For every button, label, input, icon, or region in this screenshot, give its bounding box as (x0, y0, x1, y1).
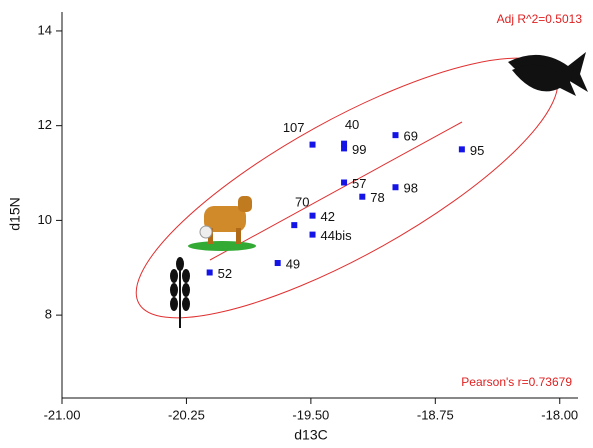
y-axis-title: d15N (7, 197, 23, 230)
data-point (310, 213, 316, 219)
point-label: 70 (295, 195, 309, 210)
point-label: 52 (218, 266, 232, 281)
point-label: 98 (403, 181, 417, 196)
x-tick-label: -18.00 (541, 407, 578, 422)
y-tick-label: 8 (45, 307, 52, 322)
point-label: 49 (286, 256, 300, 271)
data-point (392, 132, 398, 138)
data-point (459, 146, 465, 152)
annotation: Adj R^2=0.5013 (497, 12, 583, 26)
x-tick-label: -20.25 (168, 407, 205, 422)
data-point (310, 142, 316, 148)
point-label: 69 (403, 129, 417, 144)
cow-icon (188, 196, 256, 251)
x-tick-label: -19.50 (292, 407, 329, 422)
data-point (275, 260, 281, 266)
point-label: 57 (352, 176, 366, 191)
point-label: 95 (470, 143, 484, 158)
fish-icon (508, 52, 588, 96)
x-axis-title: d13C (294, 427, 327, 443)
data-point (310, 232, 316, 238)
point-label: 107 (283, 120, 305, 135)
data-point (291, 222, 297, 228)
data-point (341, 180, 347, 186)
x-tick-label: -18.75 (417, 407, 454, 422)
data-point (359, 194, 365, 200)
data-point (341, 145, 347, 151)
x-tick-label: -21.00 (44, 407, 81, 422)
chart: Adj R^2=0.5013 Pearson's r=0.73679 d13C … (0, 0, 593, 448)
point-label: 99 (352, 142, 366, 157)
point-label: 42 (321, 209, 335, 224)
point-label: 40 (345, 117, 359, 132)
point-label: 44bis (321, 228, 353, 243)
point-label: 78 (370, 190, 384, 205)
y-tick-label: 12 (38, 117, 52, 132)
y-tick-label: 10 (38, 212, 52, 227)
annotation: Pearson's r=0.73679 (461, 375, 572, 389)
y-tick-label: 14 (38, 22, 52, 37)
data-point (207, 269, 213, 275)
data-point (392, 184, 398, 190)
